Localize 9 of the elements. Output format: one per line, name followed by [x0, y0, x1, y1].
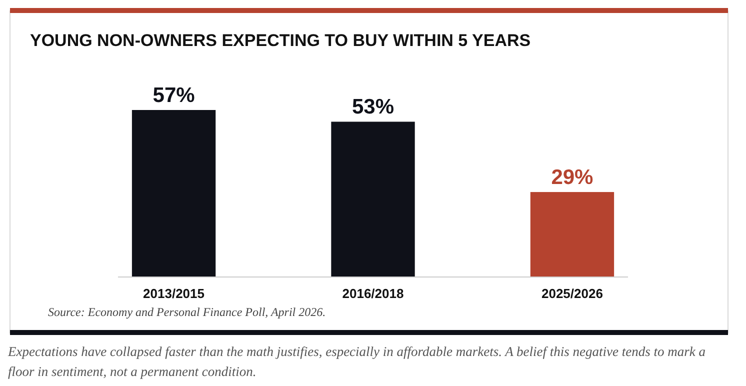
x-tick-label: 2016/2018: [342, 286, 404, 301]
data-label: 29%: [551, 166, 594, 190]
data-label: 57%: [152, 84, 196, 107]
x-tick-label: 2025/2026: [541, 286, 603, 301]
chart-title: YOUNG NON-OWNERS EXPECTING TO BUY WITHIN 5 YEARS: [30, 31, 531, 50]
source-note: Source: Economy and Personal Finance Poll, April 2026.: [48, 305, 326, 319]
text: Expectations have collapsed faster than the math justifies, especially in affordable markets. A belief this negative tends to mark a floor in sentiment, not a permanent condition.: [8, 343, 707, 381]
x-tick-label: 2013/2015: [143, 286, 205, 301]
data-label: 53%: [352, 96, 394, 119]
